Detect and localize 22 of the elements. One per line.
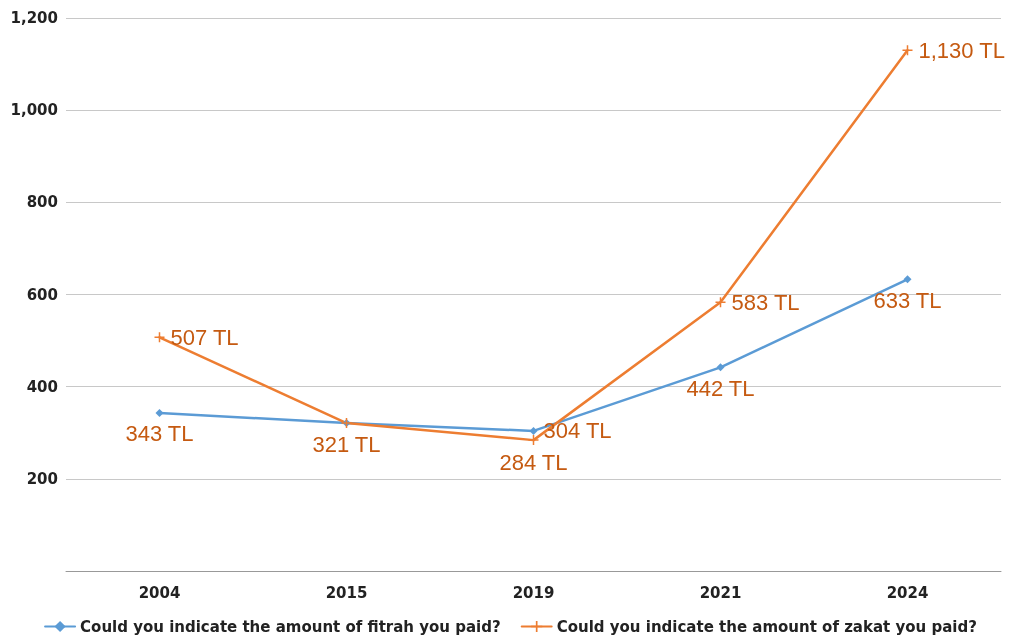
x-tick-label: 2024 — [886, 583, 929, 602]
data-label: 304 TL — [543, 418, 612, 444]
y-tick-label: 400 — [26, 377, 58, 396]
y-tick-label: 200 — [26, 469, 58, 488]
data-label: 633 TL — [873, 287, 942, 313]
y-tick-label: 600 — [26, 285, 58, 304]
data-label: 507 TL — [170, 324, 239, 350]
legend-label: Could you indicate the amount of zakat you paid? — [556, 617, 977, 636]
data-label: 284 TL — [499, 449, 568, 475]
data-label: 442 TL — [686, 375, 755, 401]
x-tick-label: 2021 — [699, 583, 742, 602]
legend-label: Could you indicate the amount of fitrah you paid? — [80, 617, 501, 636]
data-label: 343 TL — [125, 421, 194, 447]
x-tick-label: 2019 — [512, 583, 555, 602]
x-tick-label: 2004 — [138, 583, 181, 602]
x-tick-label: 2015 — [325, 583, 368, 602]
data-label: 583 TL — [731, 289, 800, 315]
y-tick-label: 800 — [26, 193, 58, 212]
data-label: 321 TL — [312, 431, 381, 457]
y-tick-label: 1,200 — [10, 9, 58, 27]
data-label: 1,130 TL — [918, 37, 1005, 63]
y-tick-label: 1,000 — [10, 101, 58, 120]
